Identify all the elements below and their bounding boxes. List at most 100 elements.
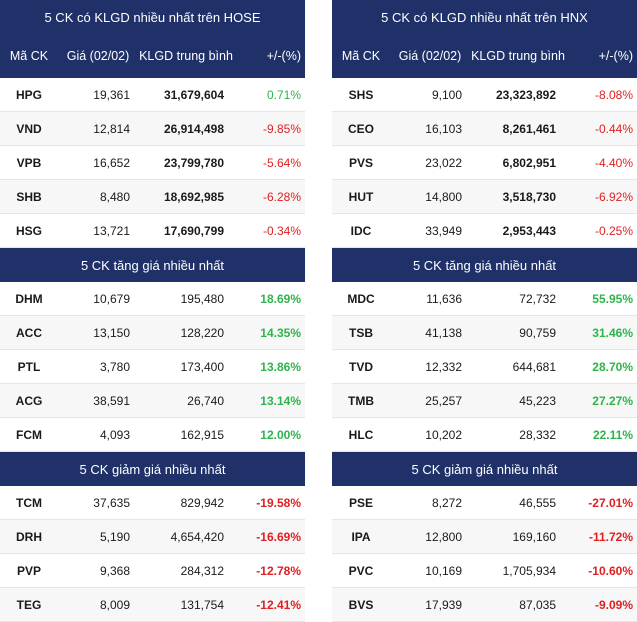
hnx-gainers-rows: MDC 11,636 72,732 55.95% TSB 41,138 90,759 31.4… xyxy=(332,282,637,452)
table-row: PVP 9,368 284,312 -12.78% xyxy=(0,554,305,588)
stock-change: 55.95% xyxy=(592,291,633,306)
table-row: TSB 41,138 90,759 31.46% xyxy=(332,316,637,350)
hnx-losers-rows: PSE 8,272 46,555 -27.01% IPA 12,800 169,160 -11… xyxy=(332,486,637,622)
stock-change: -6.92% xyxy=(594,189,633,204)
table-row: DRH 5,190 4,654,420 -16.69% xyxy=(0,520,305,554)
hose-gainers-title: 5 CK tăng giá nhiều nhất xyxy=(0,248,305,282)
stock-price: 11,636 xyxy=(426,291,462,306)
stock-change: 22.11% xyxy=(592,427,633,442)
hose-gainers-rows: DHM 10,679 195,480 18.69% ACC 13,150 128,220 14… xyxy=(0,282,305,452)
table-row: TVD 12,332 644,681 28.70% xyxy=(332,350,637,384)
stock-price: 25,257 xyxy=(425,393,462,408)
header-change: +/-(%) xyxy=(266,48,301,63)
table-row: ACC 13,150 128,220 14.35% xyxy=(0,316,305,350)
stock-change: 0.71% xyxy=(266,87,301,102)
stock-volume: 17,690,799 xyxy=(163,223,224,238)
stock-price: 12,814 xyxy=(93,121,130,136)
stock-volume: 6,802,951 xyxy=(502,155,556,170)
stock-price: 14,800 xyxy=(425,189,462,204)
stock-code: ACG xyxy=(15,393,43,408)
stock-volume: 72,732 xyxy=(519,291,556,306)
stock-code: HUT xyxy=(348,189,374,204)
table-row: ACG 38,591 26,740 13.14% xyxy=(0,384,305,418)
stock-price: 4,093 xyxy=(99,427,130,442)
hose-top-volume-title: 5 CK có KLGD nhiều nhất trên HOSE xyxy=(0,0,305,34)
stock-code: VPB xyxy=(16,155,42,170)
table-row: HLC 10,202 28,332 22.11% xyxy=(332,418,637,452)
table-row: IPA 12,800 169,160 -11.72% xyxy=(332,520,637,554)
stock-code: HPG xyxy=(15,87,42,102)
stock-price: 3,780 xyxy=(99,359,130,374)
stock-price: 13,150 xyxy=(93,325,130,340)
stock-code: PTL xyxy=(17,359,41,374)
header-change: +/-(%) xyxy=(598,48,633,63)
stock-change: -27.01% xyxy=(588,495,633,510)
stock-volume: 162,915 xyxy=(180,427,224,442)
header-price: Giá (02/02) xyxy=(398,48,462,63)
stock-code: DRH xyxy=(16,529,42,544)
hnx-column-headers: Mã CK Giá (02/02) KLGD trung bình +/-(%) xyxy=(332,34,637,78)
stock-volume: 45,223 xyxy=(519,393,556,408)
stock-code: CEO xyxy=(347,121,374,136)
stock-volume: 28,332 xyxy=(519,427,556,442)
table-row: HPG 19,361 31,679,604 0.71% xyxy=(0,78,305,112)
hose-losers-rows: TCM 37,635 829,942 -19.58% DRH 5,190 4,654,420… xyxy=(0,486,305,622)
table-row: PTL 3,780 173,400 13.86% xyxy=(0,350,305,384)
stock-volume: 128,220 xyxy=(180,325,224,340)
header-volume: KLGD trung bình xyxy=(471,48,565,63)
stock-volume: 46,555 xyxy=(519,495,556,510)
table-row: HSG 13,721 17,690,799 -0.34% xyxy=(0,214,305,248)
stock-change: -16.69% xyxy=(256,529,301,544)
stock-code: IPA xyxy=(351,529,371,544)
stock-change: -11.72% xyxy=(588,529,633,544)
stock-change: 27.27% xyxy=(592,393,633,408)
stock-change: 12.00% xyxy=(260,427,301,442)
table-row: MDC 11,636 72,732 55.95% xyxy=(332,282,637,316)
hose-top-volume-rows: HPG 19,361 31,679,604 0.71% VND 12,814 26,914,… xyxy=(0,78,305,248)
stock-change: 14.35% xyxy=(260,325,301,340)
stock-price: 16,103 xyxy=(425,121,462,136)
stock-change: 28.70% xyxy=(592,359,633,374)
stock-change: -12.41% xyxy=(256,597,301,612)
header-volume: KLGD trung bình xyxy=(139,48,233,63)
stock-code: VND xyxy=(16,121,42,136)
table-row: PVC 10,169 1,705,934 -10.60% xyxy=(332,554,637,588)
stock-price: 13,721 xyxy=(93,223,130,238)
header-price: Giá (02/02) xyxy=(66,48,130,63)
table-row: DHM 10,679 195,480 18.69% xyxy=(0,282,305,316)
stock-price: 38,591 xyxy=(93,393,130,408)
stock-volume: 173,400 xyxy=(180,359,224,374)
stock-volume: 26,914,498 xyxy=(163,121,224,136)
stock-change: -19.58% xyxy=(256,495,301,510)
stock-volume: 131,754 xyxy=(180,597,224,612)
table-row: FCM 4,093 162,915 12.00% xyxy=(0,418,305,452)
table-row: PSE 8,272 46,555 -27.01% xyxy=(332,486,637,520)
table-row: SHS 9,100 23,323,892 -8.08% xyxy=(332,78,637,112)
stock-change: -0.25% xyxy=(594,223,633,238)
stock-price: 9,100 xyxy=(431,87,462,102)
table-row: IDC 33,949 2,953,443 -0.25% xyxy=(332,214,637,248)
table-row: VPB 16,652 23,799,780 -5.64% xyxy=(0,146,305,180)
stock-price: 10,202 xyxy=(425,427,462,442)
stock-volume: 8,261,461 xyxy=(502,121,556,136)
stock-volume: 26,740 xyxy=(187,393,224,408)
stock-volume: 1,705,934 xyxy=(502,563,556,578)
stock-price: 23,022 xyxy=(425,155,462,170)
stock-code: HLC xyxy=(348,427,374,442)
stock-price: 16,652 xyxy=(93,155,130,170)
stock-price: 10,169 xyxy=(425,563,462,578)
header-code: Mã CK xyxy=(341,48,381,63)
table-row: BVS 17,939 87,035 -9.09% xyxy=(332,588,637,622)
table-row: SHB 8,480 18,692,985 -6.28% xyxy=(0,180,305,214)
stock-change: -8.08% xyxy=(594,87,633,102)
table-row: TEG 8,009 131,754 -12.41% xyxy=(0,588,305,622)
stock-volume: 18,692,985 xyxy=(163,189,224,204)
stock-code: PSE xyxy=(348,495,373,510)
stock-volume: 195,480 xyxy=(180,291,224,306)
stock-volume: 284,312 xyxy=(180,563,224,578)
stock-price: 17,939 xyxy=(425,597,462,612)
stock-code: HSG xyxy=(15,223,42,238)
stock-code: IDC xyxy=(350,223,372,238)
stock-change: 13.14% xyxy=(260,393,301,408)
stock-volume: 23,799,780 xyxy=(163,155,224,170)
